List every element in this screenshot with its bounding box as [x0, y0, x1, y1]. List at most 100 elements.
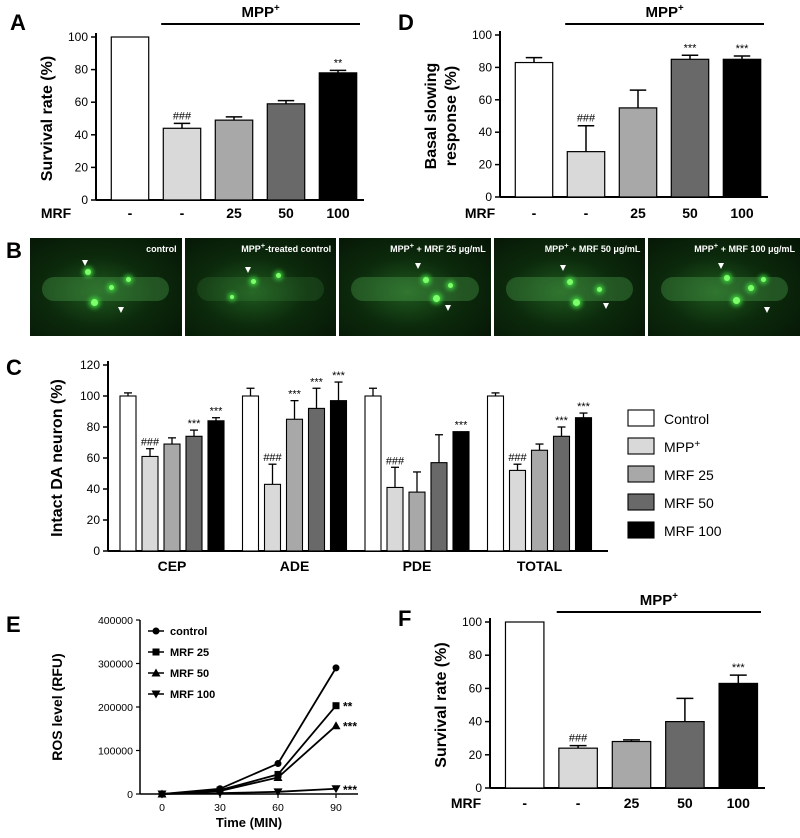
- panel-c-bar: [408, 491, 426, 552]
- panel-e-data-point: [332, 664, 340, 672]
- panel-c-ytick-label: 100: [80, 389, 100, 403]
- panel-c-ytick-label: 40: [87, 482, 101, 496]
- panel-f-category-label: 100: [727, 795, 751, 811]
- panel-e-legend-label: MRF 100: [170, 689, 215, 701]
- panel-e-xlabel: Time (MIN): [216, 815, 282, 830]
- panel-d-significance: ***: [736, 43, 750, 55]
- panel-e-data-point: [332, 702, 340, 710]
- panel-a-bar: [110, 36, 150, 201]
- panel-a-ylabel: Survival rate (%): [39, 56, 56, 181]
- panel-e-data-point: [331, 721, 341, 730]
- panel-c-legend-label: MRF 25: [664, 467, 714, 483]
- panel-e-legend-marker: [151, 668, 161, 677]
- panel-d-bar: [514, 61, 554, 198]
- panel-c-legend-swatch: [627, 521, 655, 539]
- panel-e-series-line: [161, 725, 337, 795]
- panel-c-ylabel: Intact DA neuron (%): [49, 379, 66, 537]
- panel-e-xtick-label: 30: [214, 802, 226, 814]
- panel-e-data-point: [273, 788, 283, 797]
- panel-c-legend-swatch: [627, 493, 655, 511]
- panel-f-ytick-label: 0: [475, 781, 482, 795]
- panel-e-significance: ***: [343, 783, 357, 797]
- panel-e-data-point: [331, 785, 341, 794]
- panel-c-significance: ###: [508, 452, 527, 464]
- panel-a-ytick-label: 60: [75, 95, 89, 109]
- panel-a-ytick-label: 20: [75, 160, 89, 174]
- panel-a-category-label: -: [128, 205, 133, 221]
- micro-image-mrf-50: MPP+ + MRF 50 μg/mL: [493, 238, 646, 336]
- panel-letter-a: A: [10, 10, 26, 35]
- panel-c-bar: [508, 469, 527, 552]
- panel-c-significance: ***: [310, 376, 324, 388]
- panel-letter-e: E: [6, 612, 21, 637]
- panel-c-significance: ***: [555, 415, 569, 427]
- panel-c-bar: [119, 395, 137, 552]
- panel-d-bar: [670, 58, 710, 198]
- panel-e-data-point: [157, 790, 167, 799]
- panel-e-significance: ***: [343, 720, 357, 734]
- panel-a-bar: [162, 127, 202, 201]
- panel-c-bar: [285, 418, 304, 552]
- panel-c-bar: [307, 407, 326, 552]
- panel-c-significance: ###: [386, 455, 405, 467]
- panel-d-category-label: -: [532, 205, 537, 221]
- panel-a-ytick-label: 0: [81, 193, 88, 207]
- panel-e-legend-marker: [151, 690, 161, 699]
- micro-image-mrf-100: MPP+ + MRF 100 μg/mL: [648, 238, 800, 336]
- panel-a-category-label: 50: [278, 205, 294, 221]
- panel-a-ytick-label: 80: [75, 63, 89, 77]
- panel-f-mpp-label: MPP+: [640, 591, 679, 609]
- panel-c-category-label: CEP: [158, 558, 187, 574]
- panel-e-series-line: [161, 787, 337, 795]
- panel-c-bar: [486, 395, 505, 552]
- panel-a-ytick-label: 40: [75, 128, 89, 142]
- panel-d-mpp-label: MPP+: [645, 3, 684, 21]
- panel-c-bar: [574, 417, 593, 552]
- panel-a-category-label: 25: [226, 205, 242, 221]
- panel-e-legend-label: MRF 25: [170, 647, 209, 659]
- panel-d-ytick-label: 100: [472, 28, 492, 42]
- panel-letter-f: F: [398, 606, 411, 631]
- panel-f-category-label: 50: [677, 795, 693, 811]
- micro-caption: MPP+ + MRF 25 μg/mL: [390, 241, 486, 254]
- panel-f-bar: [558, 747, 598, 789]
- panel-c-significance: ###: [141, 437, 160, 449]
- panel-e-ytick-label: 300000: [98, 659, 133, 671]
- panel-f-ytick-label: 60: [469, 681, 483, 695]
- panel-c-bar: [452, 431, 470, 552]
- panel-e-legend-marker: [152, 627, 160, 635]
- panel-c-significance: ***: [188, 418, 202, 430]
- panel-f-ytick-label: 100: [462, 615, 482, 629]
- panel-e-series-line: [161, 667, 337, 795]
- panel-f-bar: [611, 740, 652, 789]
- micro-caption: MPP+ + MRF 100 μg/mL: [694, 241, 795, 254]
- panel-c-category-label: TOTAL: [517, 558, 563, 574]
- panel-d-category-label: 50: [682, 205, 698, 221]
- panel-e-legend-label: MRF 50: [170, 668, 209, 680]
- panel-a-mpp-label: MPP+: [241, 3, 280, 21]
- panel-c-category-label: ADE: [280, 558, 310, 574]
- panel-a-significance: **: [334, 57, 343, 69]
- panel-c-legend-swatch: [627, 465, 655, 483]
- panel-a-bar: [318, 72, 358, 201]
- panel-f-mrf-label: MRF: [451, 795, 482, 811]
- panel-e-xtick-label: 90: [330, 802, 342, 814]
- panel-a-significance: ###: [173, 110, 192, 122]
- panel-e-ytick-label: 200000: [98, 702, 133, 714]
- panel-e-xtick-label: 0: [159, 802, 165, 814]
- panel-f-category-label: -: [576, 795, 581, 811]
- panel-c-significance: ***: [210, 406, 224, 418]
- panel-c-bar: [163, 443, 181, 552]
- panel-f-bar: [504, 621, 545, 789]
- panel-e-data-point: [273, 772, 283, 781]
- micro-caption: MPP+-treated control: [241, 241, 332, 254]
- panel-d-ytick-label: 20: [479, 158, 493, 172]
- panel-c-legend-label: Control: [664, 411, 709, 427]
- panel-a-bar: [214, 119, 254, 201]
- panel-f-significance: ***: [732, 662, 746, 674]
- panel-c-bar: [386, 486, 404, 552]
- micro-image-mrf-25: MPP+ + MRF 25 μg/mL: [339, 238, 491, 336]
- panel-e-data-point: [215, 789, 225, 798]
- panel-d-bar: [566, 151, 606, 198]
